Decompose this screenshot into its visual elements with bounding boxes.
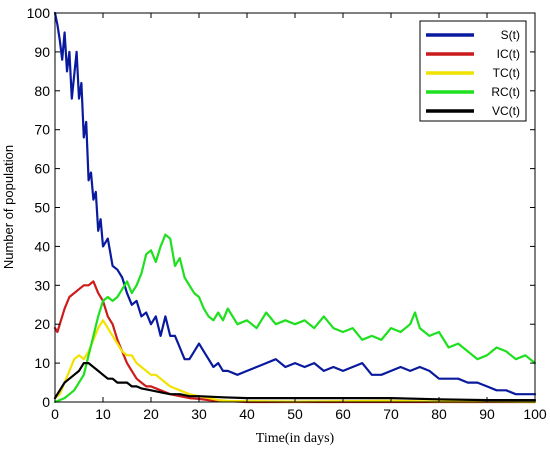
x-tick-label: 40 [239,406,255,422]
legend-label: IC(t) [497,47,520,61]
x-tick-label: 80 [431,406,447,422]
x-tick-label: 0 [51,406,59,422]
x-tick-label: 10 [95,406,111,422]
x-tick-label: 100 [523,406,547,422]
legend-box [419,20,527,122]
x-tick-label: 70 [383,406,399,422]
x-axis-label: Time(in days) [256,431,335,446]
y-tick-label: 30 [34,277,50,293]
x-tick-label: 60 [335,406,351,422]
x-tick-label: 90 [479,406,495,422]
x-tick-label: 30 [191,406,207,422]
y-axis-label: Number of population [1,145,16,269]
y-tick-label: 70 [34,122,50,138]
y-tick-label: 100 [27,5,51,21]
x-tick-label: 20 [143,406,159,422]
series-line-5 [53,362,537,402]
y-tick-label: 50 [34,200,50,216]
series-line-1 [53,11,537,396]
y-tick-label: 40 [34,238,50,254]
legend-label: S(t) [501,28,520,42]
legend-label: TC(t) [493,66,520,80]
y-tick-label: 60 [34,161,50,177]
y-tick-label: 90 [34,44,50,60]
series-line-4 [53,233,537,404]
x-tick-label: 50 [287,406,303,422]
y-axis-ticks: 0 10 20 30 40 50 60 70 80 90 100 [27,5,535,410]
plot-content [53,11,537,404]
y-tick-label: 0 [42,394,50,410]
legend-label: RC(t) [491,85,520,99]
y-tick-label: 80 [34,83,50,99]
y-tick-label: 20 [34,316,50,332]
x-axis-ticks: 0 10 20 30 40 50 60 70 80 90 100 [51,13,547,422]
legend: S(t) IC(t) TC(t) RC(t) VC(t) [419,20,527,122]
y-tick-label: 10 [34,355,50,371]
legend-label: VC(t) [492,104,520,118]
